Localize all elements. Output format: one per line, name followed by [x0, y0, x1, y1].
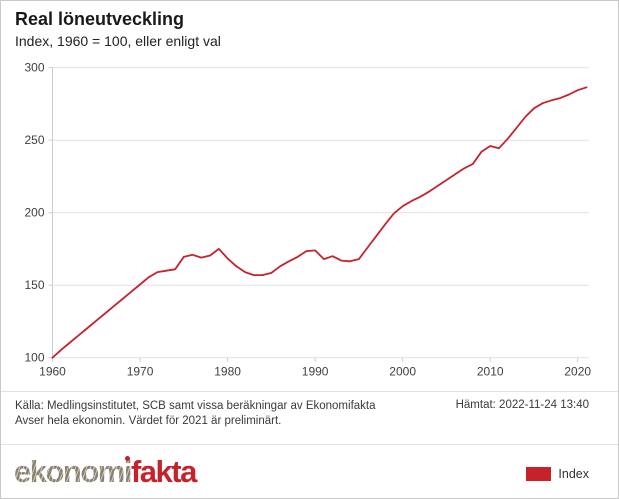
fetched-timestamp: Hämtat: 2022-11-24 13:40 [455, 399, 589, 411]
svg-text:1990: 1990 [302, 365, 329, 379]
svg-text:2020: 2020 [564, 365, 591, 379]
logo-i-red-dot [125, 456, 131, 461]
line-chart-plot-area[interactable]: 100 150 200 250 300 1960 1970 1980 1990 2000 2010 2… [1, 56, 619, 386]
chart-title: Real löneutveckling [15, 9, 185, 29]
logo-part-ekonom: ekonom [14, 454, 125, 489]
chart-subtitle: Index, 1960 = 100, eller enligt val [15, 33, 221, 49]
logo-part-i: i [123, 454, 133, 489]
svg-text:200: 200 [24, 206, 44, 220]
svg-text:2000: 2000 [389, 365, 416, 379]
svg-text:100: 100 [24, 351, 44, 365]
svg-text:150: 150 [24, 278, 44, 292]
svg-text:250: 250 [24, 133, 44, 147]
legend-swatch[interactable] [526, 467, 552, 481]
logo-part-fakta: fakta [130, 454, 197, 489]
svg-text:300: 300 [24, 61, 44, 75]
divider-above-source [1, 391, 618, 392]
legend-label[interactable]: Index [558, 467, 589, 481]
source-line-2: Avser hela ekonomin. Värdet för 2021 är … [15, 415, 282, 427]
source-line-1: Källa: Medlingsinstitutet, SCB samt viss… [15, 400, 376, 412]
divider-above-footer [1, 444, 618, 445]
legend[interactable]: Index [526, 467, 589, 481]
svg-text:1980: 1980 [214, 365, 241, 379]
svg-text:1970: 1970 [127, 365, 154, 379]
svg-text:1960: 1960 [39, 365, 66, 379]
source-text: Källa: Medlingsinstitutet, SCB samt viss… [15, 399, 435, 429]
ekonomifakta-logo: ekonomi fakta [14, 453, 197, 491]
svg-text:2010: 2010 [477, 365, 504, 379]
